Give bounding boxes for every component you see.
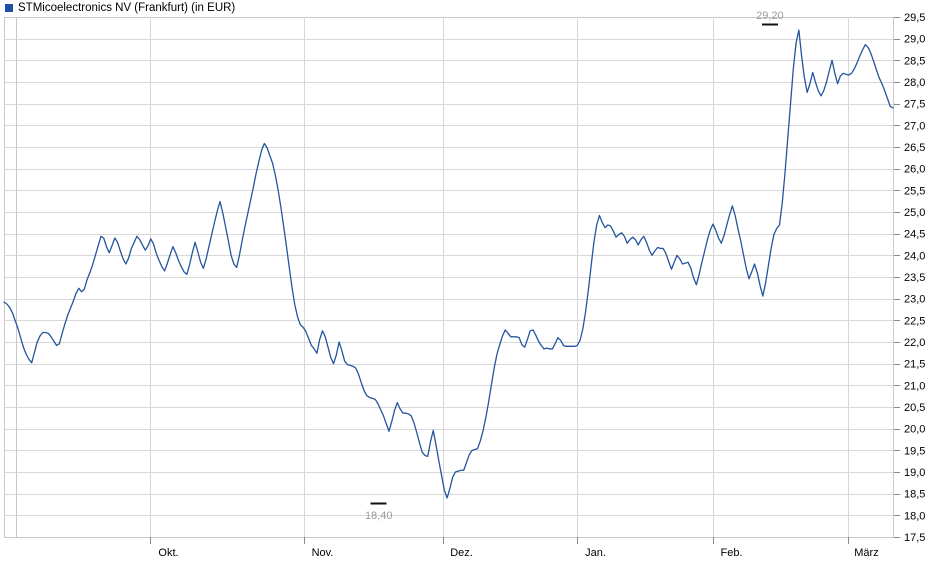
y-axis-label: 28,5	[904, 55, 925, 67]
y-axis-label: 21,0	[904, 380, 925, 392]
y-axis-label: 17,5	[904, 532, 925, 544]
y-axis-label: 18,5	[904, 489, 925, 501]
y-axis-label: 26,0	[904, 164, 925, 176]
y-axis-label: 19,5	[904, 445, 925, 457]
y-axis-label: 24,5	[904, 229, 925, 241]
chart-legend: STMicoelectronics NV (Frankfurt) (in EUR…	[0, 0, 235, 16]
chart-title: STMicoelectronics NV (Frankfurt) (in EUR…	[18, 2, 236, 14]
x-axis-label: Okt.	[158, 547, 178, 559]
y-axis-label: 18,0	[904, 510, 925, 522]
y-axis-label: 29,5	[904, 12, 925, 24]
annotation-label-high: 29,20	[756, 10, 784, 22]
y-axis-label: 23,0	[904, 294, 925, 306]
y-axis-label: 27,0	[904, 120, 925, 132]
y-axis-label: 27,5	[904, 99, 925, 111]
x-axis-label: Nov.	[312, 547, 334, 559]
legend-color-swatch	[5, 4, 13, 12]
y-axis-label: 29,0	[904, 34, 925, 46]
y-axis-label: 19,0	[904, 467, 925, 479]
y-axis-label: 24,0	[904, 250, 925, 262]
y-axis-label: 28,0	[904, 77, 925, 89]
y-axis-label: 23,5	[904, 272, 925, 284]
y-axis-label: 26,5	[904, 142, 925, 154]
y-axis-label: 21,5	[904, 359, 925, 371]
price-line	[3, 29, 894, 499]
x-axis-label: März	[854, 547, 878, 559]
annotation-label-low: 18,40	[365, 510, 393, 522]
x-axis-label: Jan.	[585, 547, 606, 559]
y-axis-label: 22,5	[904, 315, 925, 327]
x-axis-label: Feb.	[720, 547, 742, 559]
y-axis-label: 20,5	[904, 402, 925, 414]
y-axis-label: 20,0	[904, 424, 925, 436]
y-axis-label: 25,0	[904, 207, 925, 219]
plot-frame	[4, 17, 894, 538]
y-axis-label: 25,5	[904, 185, 925, 197]
y-axis-label: 22,0	[904, 337, 925, 349]
x-axis-label: Dez.	[450, 547, 473, 559]
